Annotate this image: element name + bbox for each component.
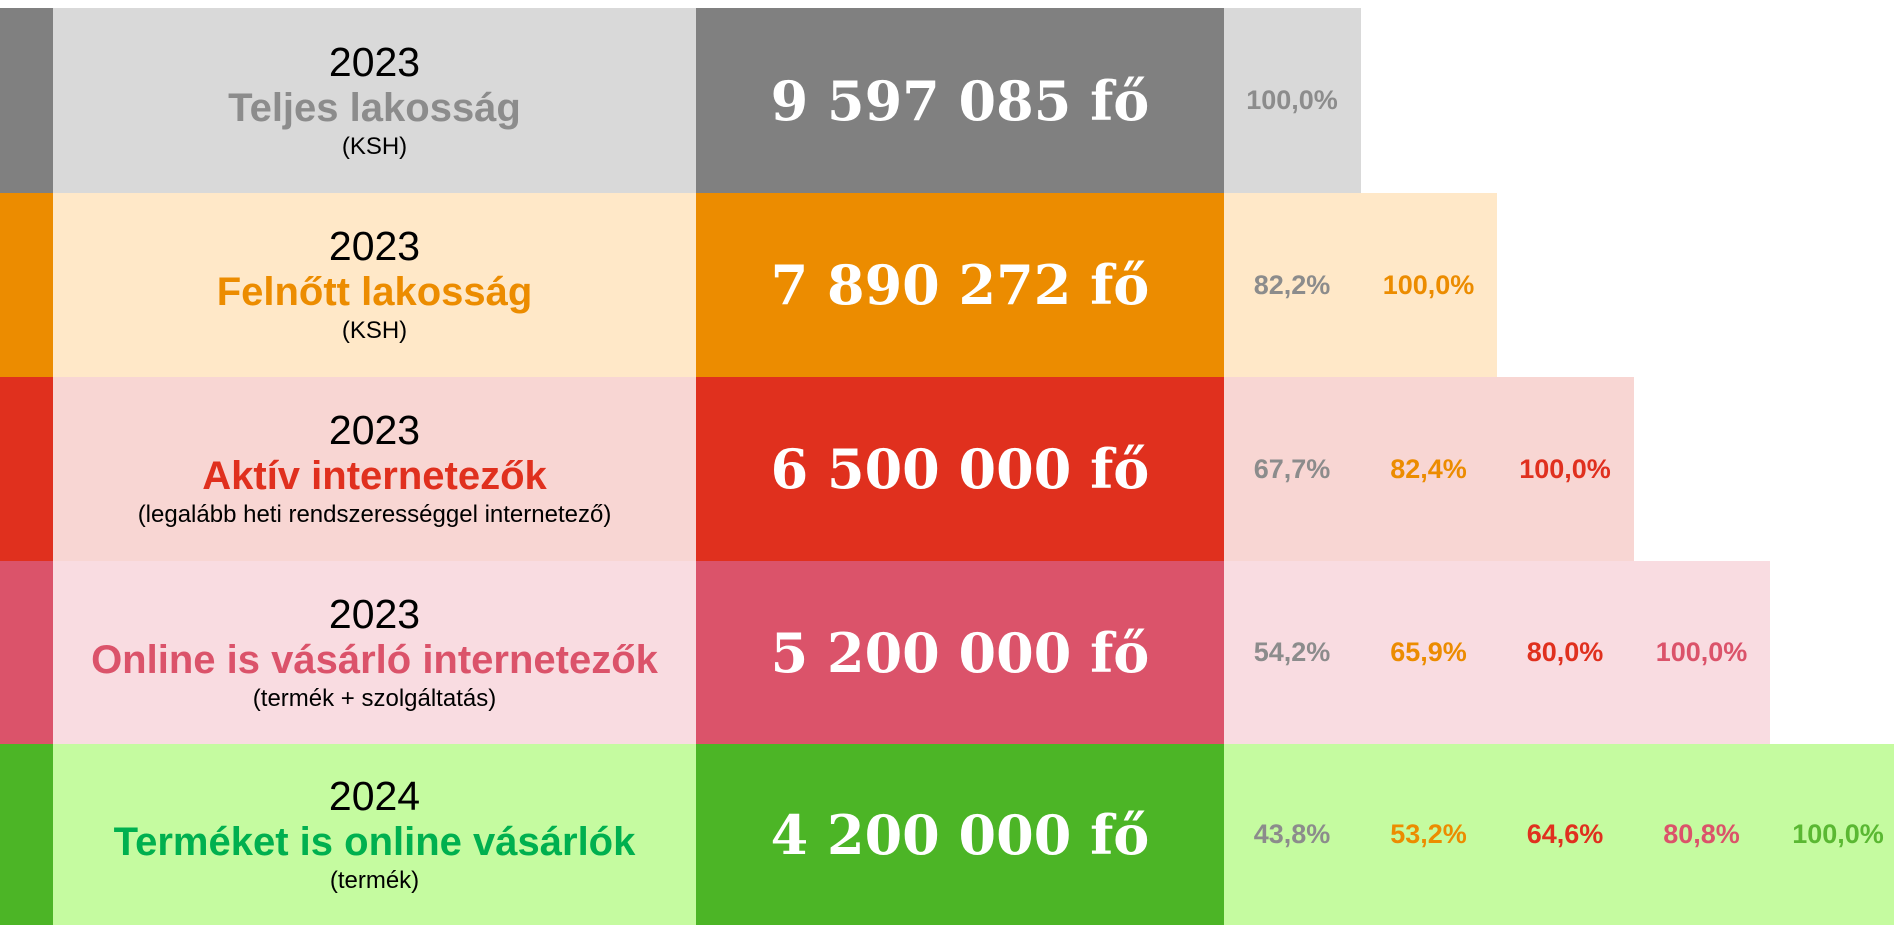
funnel-row: 2023 Online is vásárló internetezők (termé… <box>0 561 1770 744</box>
color-strip <box>0 377 53 561</box>
color-strip <box>0 744 53 925</box>
row-title: Online is vásárló internetezők <box>91 637 658 682</box>
percentage: 65,9% <box>1390 637 1467 667</box>
population-value: 9 597 085 fő <box>696 8 1224 193</box>
row-title: Aktív internetezők <box>202 454 547 498</box>
percentage: 80,0% <box>1526 637 1604 667</box>
row-subtitle: (termék + szolgáltatás) <box>252 684 497 712</box>
population-value: 7 890 272 fő <box>696 193 1224 377</box>
percentage: 54,2% <box>1253 637 1331 667</box>
year: 2023 <box>328 223 421 269</box>
year: 2023 <box>328 407 421 453</box>
percentages: 54,2% 65,9% 80,0% 100,0% <box>1224 561 1770 744</box>
percentage: 100,0% <box>1382 269 1475 300</box>
population-value: 4 200 000 fő <box>696 744 1224 925</box>
color-strip <box>0 8 53 193</box>
funnel-row: 2023 Teljes lakosság (KSH) 9 597 085 fő 100,… <box>0 8 1361 193</box>
percentage: 100,0% <box>1246 85 1338 115</box>
row-label: 2023 Felnőtt lakosság (KSH) <box>53 193 696 377</box>
population-value: 6 500 000 fő <box>696 377 1224 561</box>
funnel-row: 2024 Terméket is online vásárlók (termék) 4… <box>0 744 1894 925</box>
percentage: 64,6% <box>1526 819 1604 849</box>
percentages: 67,7% 82,4% 100,0% <box>1224 377 1634 561</box>
percentage: 82,4% <box>1390 453 1467 484</box>
row-subtitle: (KSH) <box>341 317 408 344</box>
percentage: 100,0% <box>1519 453 1611 484</box>
row-label: 2023 Teljes lakosság (KSH) <box>53 8 696 193</box>
percentage: 100,0% <box>1792 819 1884 849</box>
percentages: 100,0% <box>1224 8 1361 193</box>
row-subtitle: (KSH) <box>341 132 408 160</box>
row-subtitle: (termék) <box>329 866 420 894</box>
color-strip <box>0 561 53 744</box>
year: 2024 <box>328 772 421 819</box>
percentage: 43,8% <box>1253 819 1331 849</box>
row-label: 2023 Aktív internetezők (legalább heti ren… <box>53 377 696 561</box>
color-strip <box>0 193 53 377</box>
year: 2023 <box>328 590 421 637</box>
row-label: 2024 Terméket is online vásárlók (termék) <box>53 744 696 925</box>
population-value: 5 200 000 fő <box>696 561 1224 744</box>
percentage: 80,8% <box>1663 819 1740 849</box>
year: 2023 <box>328 38 421 85</box>
funnel-row: 2023 Aktív internetezők (legalább heti ren… <box>0 377 1634 561</box>
row-label: 2023 Online is vásárló internetezők (termé… <box>53 561 696 744</box>
percentage: 82,2% <box>1253 269 1331 300</box>
row-subtitle: (legalább heti rendszerességgel internet… <box>137 501 612 528</box>
percentages: 43,8% 53,2% 64,6% 80,8% 100,0% <box>1224 744 1894 925</box>
percentages: 82,2% 100,0% <box>1224 193 1497 377</box>
funnel-row: 2023 Felnőtt lakosság (KSH) 7 890 272 fő 82,… <box>0 193 1497 377</box>
row-title: Terméket is online vásárlók <box>113 819 636 864</box>
percentage: 67,7% <box>1253 453 1331 484</box>
percentage: 53,2% <box>1390 819 1467 849</box>
row-title: Felnőtt lakosság <box>216 270 533 314</box>
percentage: 100,0% <box>1655 637 1748 667</box>
row-title: Teljes lakosság <box>228 85 521 130</box>
